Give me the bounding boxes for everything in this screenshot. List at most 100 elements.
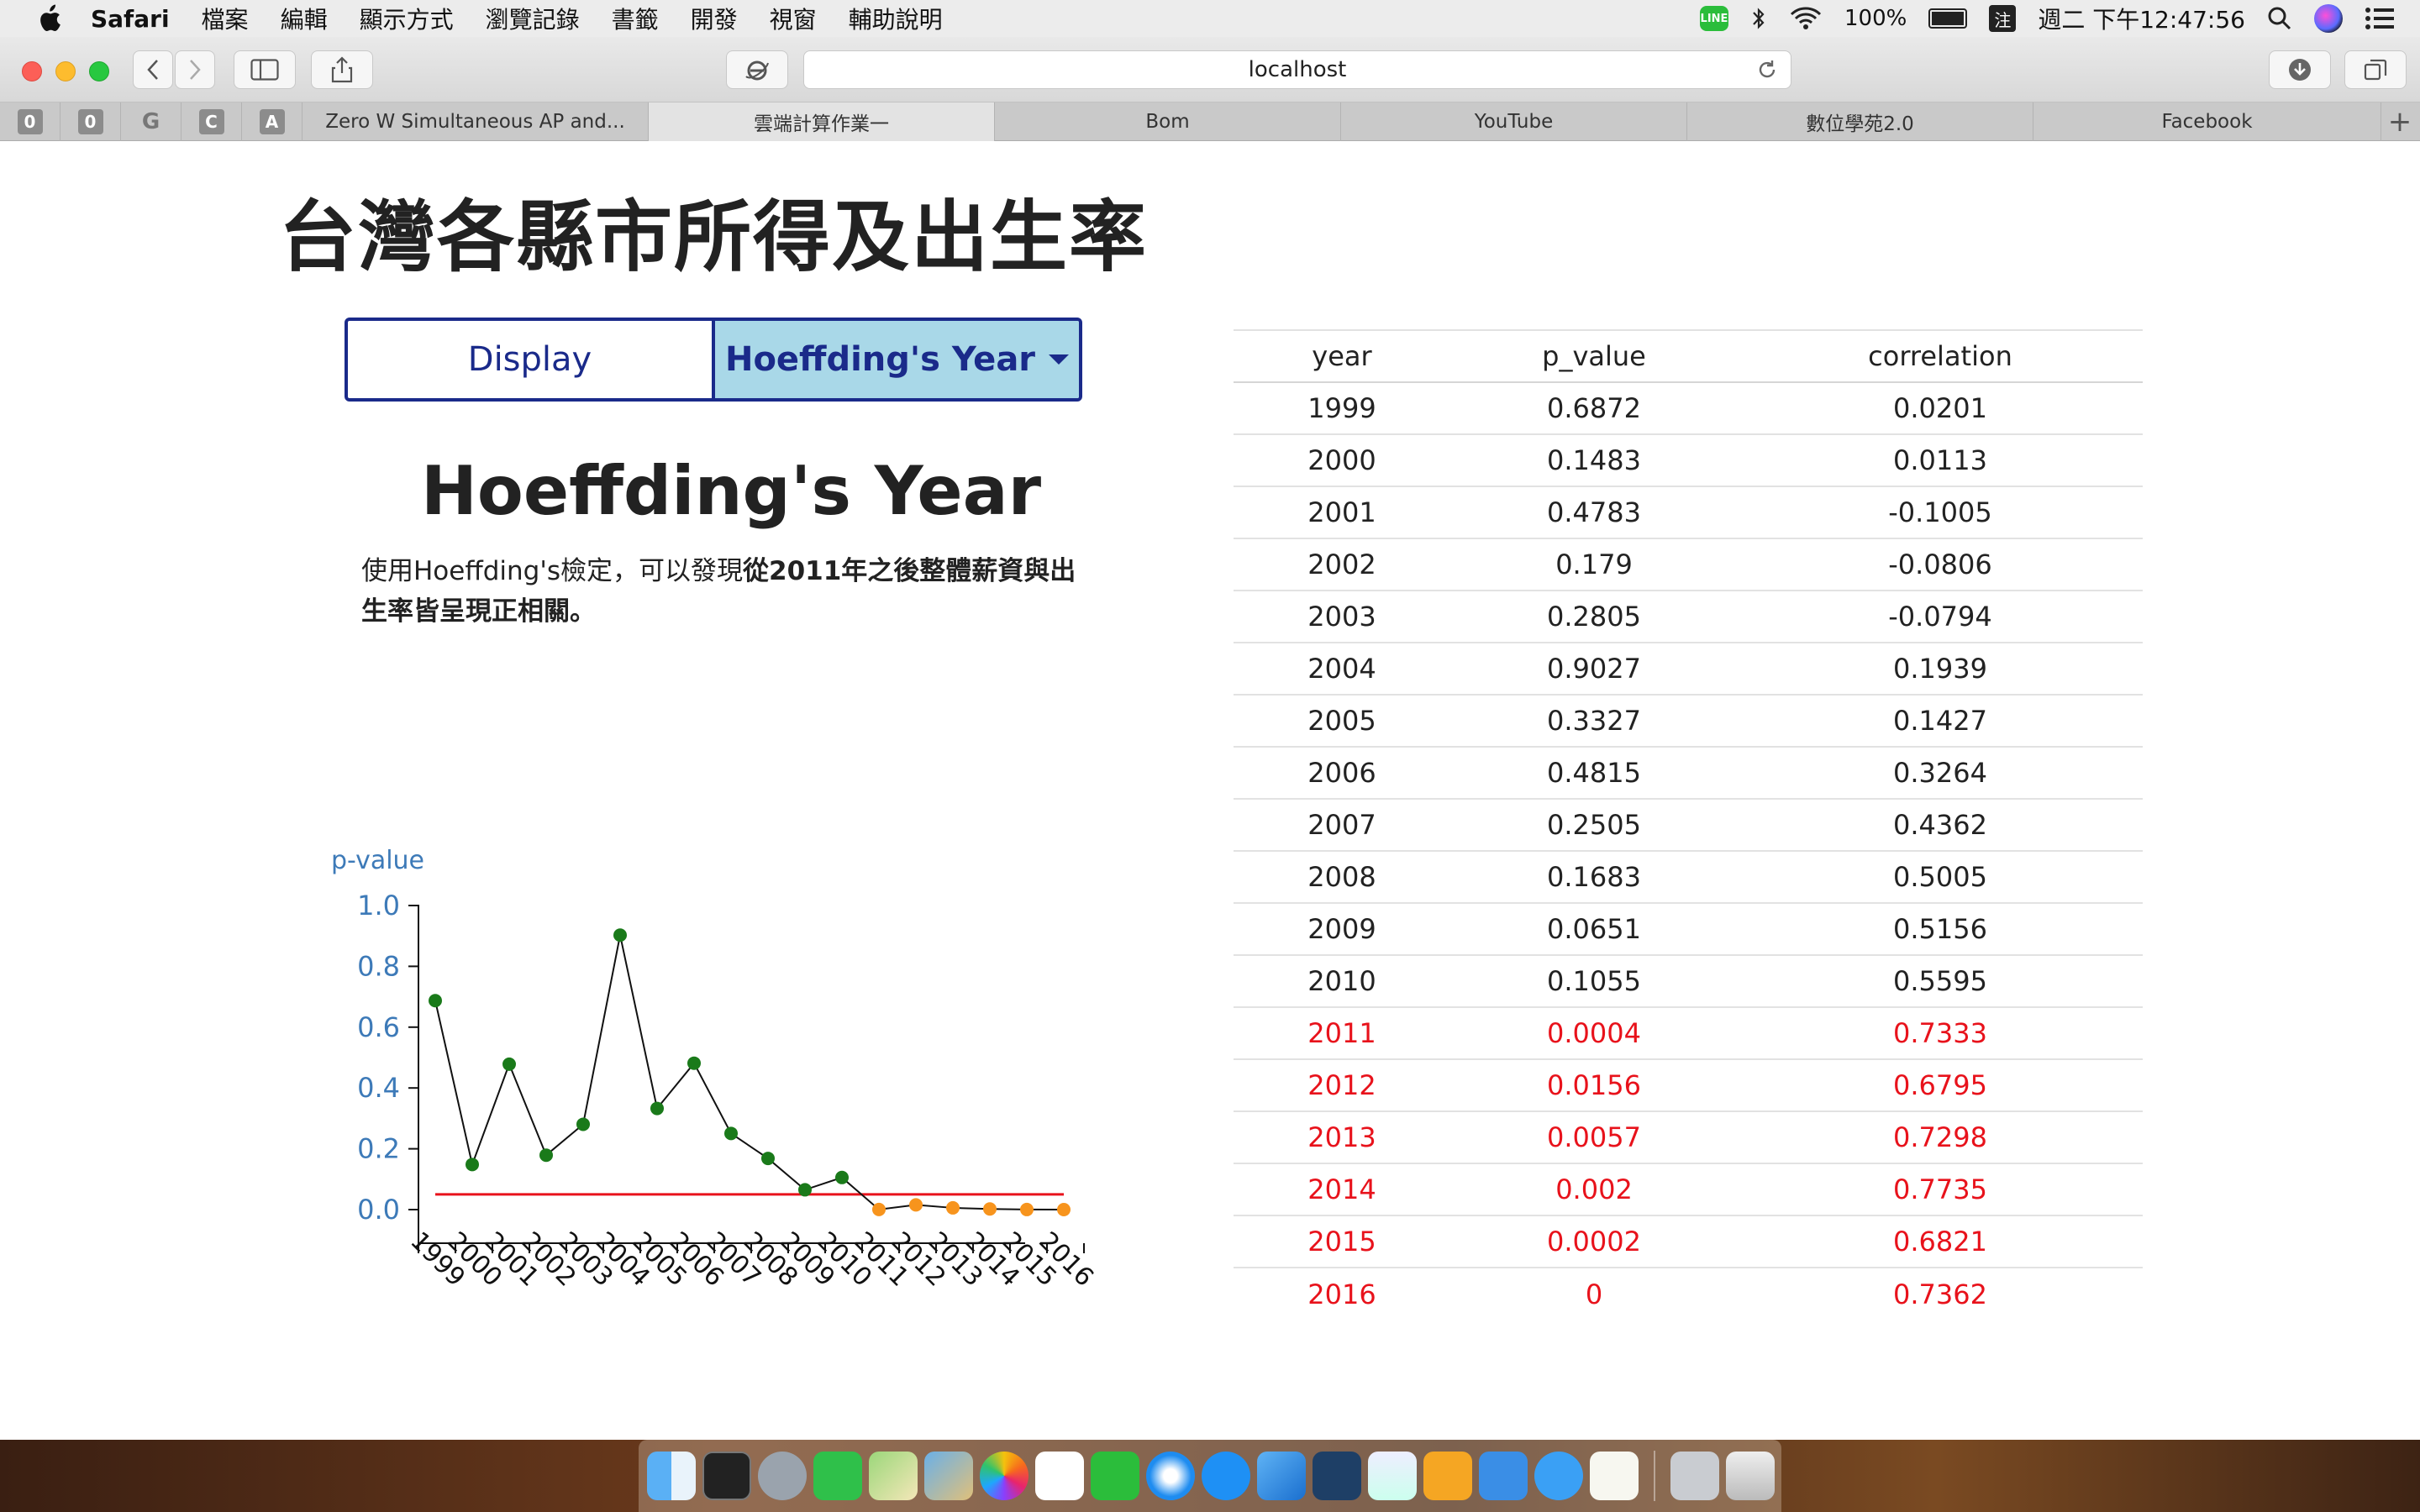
favorite-a[interactable]: A	[242, 102, 302, 141]
hoeffding-year-dropdown[interactable]: Hoeffding's Year	[712, 321, 1079, 398]
photos-icon[interactable]	[980, 1452, 1028, 1500]
keynote-icon[interactable]	[1479, 1452, 1528, 1500]
data-point	[835, 1170, 849, 1184]
cell-p-value: 0.0004	[1450, 1006, 1738, 1059]
cell-year: 2005	[1234, 694, 1450, 747]
y-axis-label: p-value	[331, 846, 424, 875]
menu-history[interactable]: 瀏覽記錄	[485, 6, 580, 34]
tab-digital-academy[interactable]: 數位學苑2.0	[1687, 102, 2033, 141]
table-row: 2016 0 0.7362	[1234, 1267, 2143, 1320]
favorite-g[interactable]: G	[121, 102, 182, 141]
new-tab-button[interactable]: +	[2381, 102, 2418, 140]
cell-year: 2014	[1234, 1163, 1450, 1215]
window-zoom-button[interactable]	[89, 61, 109, 81]
cell-year: 2010	[1234, 954, 1450, 1007]
pages-icon[interactable]	[1423, 1452, 1472, 1500]
textedit-icon[interactable]	[1590, 1452, 1639, 1500]
cell-correlation: 0.5005	[1738, 850, 2143, 903]
column-header-year: year	[1234, 329, 1450, 383]
description: 使用Hoeffding's檢定，可以發現從2011年之後整體薪資與出生率皆呈現正…	[361, 551, 1101, 632]
app-store-icon[interactable]	[1202, 1452, 1250, 1500]
favorite-0b[interactable]: 0	[60, 102, 121, 141]
cell-correlation: 0.5156	[1738, 902, 2143, 955]
menu-window[interactable]: 視窗	[769, 6, 817, 34]
tab-zero-w[interactable]: Zero W Simultaneous AP and...	[302, 102, 649, 141]
tab-cloud-homework[interactable]: 雲端計算作業一	[649, 102, 995, 141]
table-row: 2011 0.0004 0.7333	[1234, 1006, 2143, 1059]
data-point	[650, 1101, 664, 1116]
table-row: 2003 0.2805 -0.0794	[1234, 590, 2143, 643]
tab-label: 數位學苑2.0	[1806, 113, 1914, 135]
input-method-icon[interactable]: 注	[1989, 5, 2017, 32]
menu-app-safari[interactable]: Safari	[91, 4, 170, 33]
clock[interactable]: 週二 下午12:47:56	[2038, 6, 2245, 34]
favorite-c[interactable]: C	[182, 102, 242, 141]
table-row: 2004 0.9027 0.1939	[1234, 642, 2143, 695]
cell-p-value: 0.9027	[1450, 642, 1738, 695]
description-emphasis: 從2011年之後整體薪資與出生率皆呈現正相關。	[361, 556, 1076, 627]
safari-icon[interactable]	[1146, 1452, 1195, 1500]
cell-correlation: 0.1939	[1738, 642, 2143, 695]
calendar-icon[interactable]	[1035, 1452, 1084, 1500]
menu-help[interactable]: 輔助說明	[848, 6, 943, 34]
tab-bom[interactable]: Bom	[995, 102, 1341, 141]
terminal-icon[interactable]	[702, 1452, 751, 1500]
preview-icon[interactable]	[924, 1452, 973, 1500]
menu-view[interactable]: 顯示方式	[359, 6, 454, 34]
tab-overview-button[interactable]	[2344, 50, 2407, 89]
apple-menu-icon[interactable]	[32, 2, 66, 35]
reload-icon[interactable]	[1755, 58, 1779, 81]
downloads-stack-icon[interactable]	[1670, 1452, 1719, 1500]
back-button[interactable]	[133, 50, 173, 89]
p-value-chart: p-value0.00.20.40.60.81.0199920002001200…	[331, 846, 1099, 1293]
numbers-icon[interactable]	[1368, 1452, 1417, 1500]
downloads-button[interactable]	[2269, 50, 2331, 89]
trash-icon[interactable]	[1726, 1452, 1775, 1500]
wifi-icon[interactable]	[1789, 6, 1823, 31]
line-status-icon[interactable]: LINE	[1700, 6, 1728, 31]
share-button[interactable]	[311, 50, 373, 89]
window-minimize-button[interactable]	[55, 61, 76, 81]
cell-p-value: 0.6872	[1450, 381, 1738, 434]
dropdown-label: Hoeffding's Year	[724, 340, 1036, 379]
page-title: 台灣各縣市所得及出生率	[279, 192, 1149, 282]
favorite-c-icon: C	[198, 109, 224, 134]
battery-icon[interactable]	[1928, 8, 1968, 29]
sidebar-toggle-button[interactable]	[234, 50, 296, 89]
section-title: Hoeffding's Year	[420, 452, 1042, 530]
messages-icon[interactable]	[1534, 1452, 1583, 1500]
display-button[interactable]: Display	[348, 321, 712, 398]
address-bar[interactable]: localhost	[803, 50, 1791, 89]
line-app-icon[interactable]	[1091, 1452, 1139, 1500]
description-text: 使用Hoeffding's檢定，可以發現	[361, 556, 743, 586]
window-close-button[interactable]	[22, 61, 42, 81]
table-row: 2015 0.0002 0.6821	[1234, 1215, 2143, 1268]
menu-develop[interactable]: 開發	[690, 6, 738, 34]
siri-icon[interactable]	[2314, 4, 2343, 33]
cell-p-value: 0.1483	[1450, 433, 1738, 486]
spotlight-search-icon[interactable]	[2267, 6, 2292, 31]
bluetooth-icon[interactable]	[1750, 5, 1767, 32]
xcode-icon[interactable]	[1257, 1452, 1306, 1500]
data-point	[798, 1183, 812, 1197]
maps-icon[interactable]	[869, 1452, 918, 1500]
cell-p-value: 0.4815	[1450, 746, 1738, 799]
ie-extension-button[interactable]	[726, 50, 788, 89]
finder-icon[interactable]	[647, 1452, 696, 1500]
cell-correlation: 0.1427	[1738, 694, 2143, 747]
menu-bookmarks[interactable]: 書籤	[611, 6, 659, 34]
screen-app-icon[interactable]	[1313, 1452, 1361, 1500]
facetime-icon[interactable]	[813, 1452, 862, 1500]
favorite-0a[interactable]: 0	[0, 102, 60, 141]
cell-correlation: 0.0201	[1738, 381, 2143, 434]
menu-file[interactable]: 檔案	[201, 6, 249, 34]
tab-youtube[interactable]: YouTube	[1341, 102, 1687, 141]
data-point	[1020, 1202, 1034, 1216]
launchpad-icon[interactable]	[758, 1452, 807, 1500]
cell-correlation: 0.7735	[1738, 1163, 2143, 1215]
menu-edit[interactable]: 編輯	[280, 6, 328, 34]
tab-facebook[interactable]: Facebook	[2033, 102, 2381, 141]
table-header-row: year p_value correlation	[1234, 329, 2143, 383]
forward-button[interactable]	[175, 50, 215, 89]
notification-center-icon[interactable]	[2365, 7, 2395, 30]
